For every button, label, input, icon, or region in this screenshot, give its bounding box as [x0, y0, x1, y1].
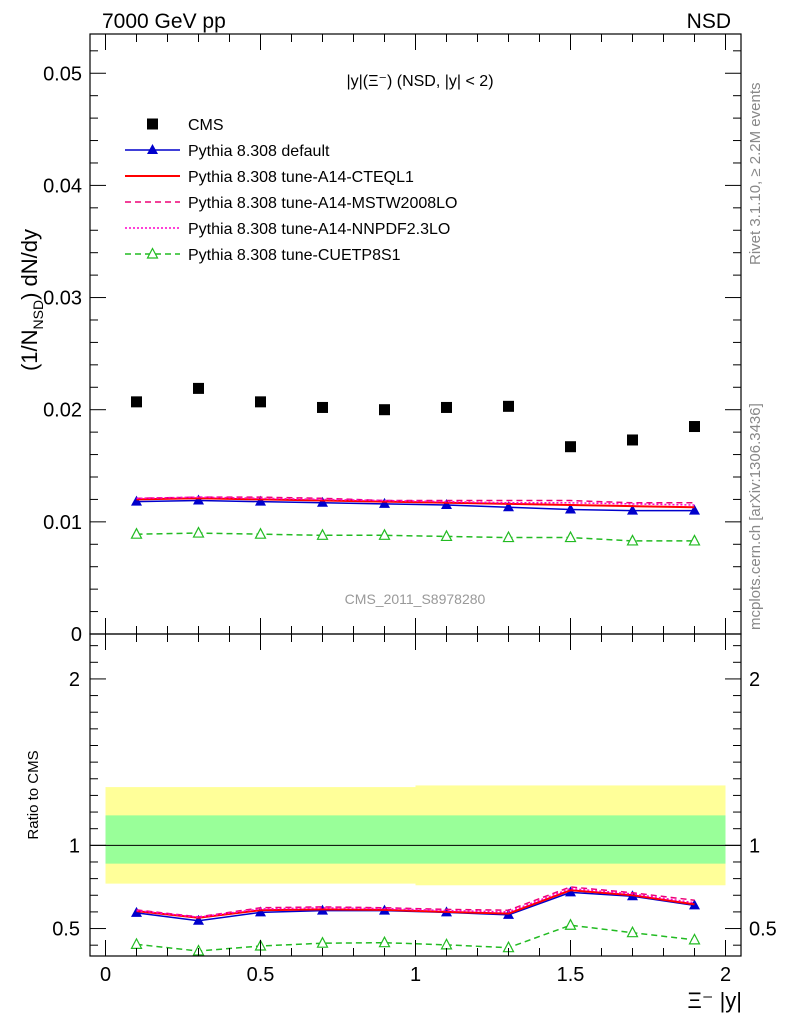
main-series-0-point-2 [255, 396, 266, 408]
ratio-ytick-label-right-2: 2 [749, 669, 760, 691]
main-ytick-label-4: 0.05 [43, 63, 82, 85]
main-ytick-zero-label: 0 [71, 624, 82, 646]
main-series-5-point-0 [130, 527, 143, 539]
main-series-5-line [136, 532, 695, 542]
ratio-ytick-label-left-1: 1 [69, 835, 80, 857]
main-series-1-point-0 [131, 495, 142, 506]
main-series-1-point-8 [627, 504, 638, 515]
ratio-ytick-label-left-2: 2 [69, 669, 80, 691]
ratio-series-4-point-9 [688, 933, 701, 945]
main-series-4-line [136, 496, 695, 506]
main-series-0-point-0 [131, 396, 142, 408]
main-series-2-line [136, 497, 695, 509]
legend-entry-0-marker [147, 118, 158, 130]
xtick-label-2: 1 [410, 964, 421, 986]
main-series-1-point-2 [255, 495, 266, 506]
main-series-5-point-7 [564, 530, 577, 543]
ratio-series-4-point-4 [378, 935, 391, 948]
main-series-5-point-1 [192, 526, 205, 538]
main-series-1-point-4 [379, 497, 390, 508]
ratio-series-4-point-7 [564, 918, 577, 930]
xtick-label-0: 0 [100, 964, 111, 986]
legend-entry-5-label: Pythia 8.308 tune-CUETP8S1 [188, 247, 401, 264]
main-series-0-point-8 [627, 434, 638, 446]
main-series-0-point-9 [689, 421, 700, 433]
main-series-0-point-5 [441, 401, 452, 413]
legend-entry-5-marker [146, 247, 159, 259]
legend-entry-1-label: Pythia 8.308 default [188, 143, 330, 160]
main-ytick-label-1: 0.02 [43, 400, 82, 422]
main-ytick-label-0: 0.01 [43, 512, 82, 534]
xtick-label-4: 2 [720, 964, 731, 986]
main-y-axis-label-text: (1/NNSD) dN/dy [17, 229, 46, 371]
legend: CMS Pythia 8.308 default Pythia 8.308 tune… [125, 117, 457, 264]
legend-entry-4-label: Pythia 8.308 tune-A14-NNPDF2.3LO [188, 221, 450, 238]
main-ytick-label-2: 0.03 [43, 288, 82, 310]
main-series-1-point-3 [317, 496, 328, 507]
ratio-ytick-label-left-0: 0.5 [52, 919, 80, 941]
main-series-1-point-7 [565, 503, 576, 514]
xtick-label-1: 0.5 [247, 964, 275, 986]
main-series-0-point-3 [317, 401, 328, 413]
main-ytick-label-3: 0.04 [43, 175, 82, 197]
main-series-5-point-6 [502, 530, 515, 543]
main-plot-panel: 0.01 0.02 0.03 0.04 0.05 0 |y|(Ξ⁻) (NSD, |y| … [17, 33, 742, 646]
x-axis-label: Ξ⁻ |y| [688, 988, 742, 1013]
ratio-ytick-label-right-0: 0.5 [749, 919, 777, 941]
main-series-1-point-6 [503, 501, 514, 512]
main-y-axis-label: (1/NNSD) dN/dy [17, 229, 46, 371]
ratio-series-2-line [136, 886, 695, 918]
ratio-band-inner-0 [105, 815, 416, 864]
main-series-0-point-6 [503, 400, 514, 412]
main-series-5-point-4 [378, 528, 391, 540]
main-series-5-point-2 [254, 527, 267, 539]
ratio-series-4-point-5 [440, 938, 453, 950]
legend-entry-0-label: CMS [188, 117, 224, 134]
ratio-series-3-line [136, 887, 695, 918]
main-series-5-point-9 [688, 534, 701, 546]
main-plot-title: |y|(Ξ⁻) (NSD, |y| < 2) [346, 73, 493, 90]
main-series-1-point-5 [441, 499, 452, 510]
main-series-1-point-9 [689, 504, 700, 515]
analysis-label: CMS_2011_S8978280 [345, 591, 486, 607]
main-series-5-point-5 [440, 529, 453, 542]
ratio-y-axis-label: Ratio to CMS [25, 750, 42, 839]
ratio-series-0-point-2 [255, 906, 266, 917]
energy-label: 7000 GeV pp [102, 10, 226, 33]
main-series-5-point-3 [316, 528, 329, 540]
main-series-1-point-1 [193, 494, 204, 505]
ratio-plot-panel: 0.5 0.5 1 1 2 2 0 0.5 1 1.5 2 Ratio to CMS Ξ⁻ |y| [25, 633, 777, 1013]
rivet-label: Rivet 3.1.10, ≥ 2.2M events [747, 83, 764, 266]
main-series-1-line [136, 499, 695, 512]
ratio-series-1-line [136, 889, 695, 919]
ratio-series-0-point-1 [193, 914, 204, 925]
legend-entry-1-marker [147, 144, 158, 154]
ratio-series-0-line [136, 891, 695, 922]
legend-entry-2-label: Pythia 8.308 tune-A14-CTEQL1 [188, 169, 414, 186]
main-series-0-point-4 [379, 404, 390, 416]
xtick-label-3: 1.5 [557, 964, 585, 986]
main-series-5-point-8 [626, 534, 639, 546]
ratio-ytick-label-right-1: 1 [749, 835, 760, 857]
main-series-0-point-7 [565, 441, 576, 453]
ratio-band-inner-1 [415, 815, 726, 864]
main-series-0-point-1 [193, 382, 204, 394]
ratio-series-4-point-0 [130, 937, 143, 949]
ratio-series-4-point-8 [626, 925, 639, 938]
legend-entry-3-label: Pythia 8.308 tune-A14-MSTW2008LO [188, 195, 457, 212]
ratio-series-0-point-7 [565, 886, 576, 897]
mcplots-label: mcplots.cern.ch [arXiv:1306.3436] [747, 403, 764, 630]
ratio-series-4-point-3 [316, 936, 329, 948]
process-label: NSD [687, 10, 731, 33]
